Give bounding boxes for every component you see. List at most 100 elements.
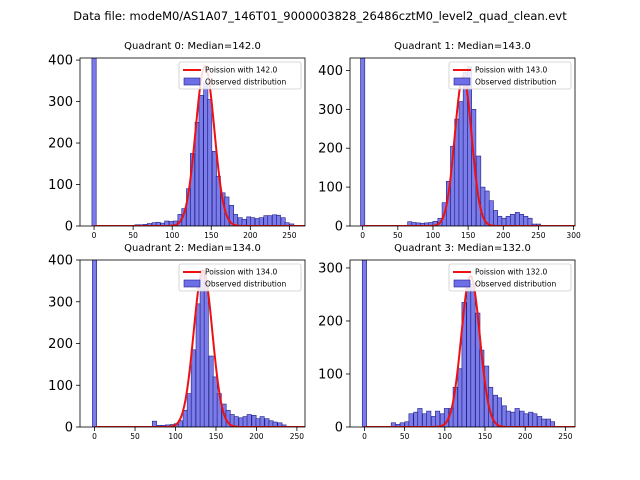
legend: Poission with 134.0 Observed distribution — [178, 263, 302, 292]
legend-bar-swatch — [453, 279, 471, 288]
histogram-bar — [91, 58, 97, 226]
histogram-bar — [505, 215, 511, 226]
histogram-bar — [361, 260, 367, 427]
quadrant-0-title: Quadrant 0: Median=142.0 — [124, 41, 261, 52]
poisson-curve — [362, 74, 575, 226]
plot-frame — [79, 57, 306, 227]
x-tick-label: 50 — [130, 432, 140, 441]
histogram-bar — [509, 214, 515, 226]
histogram-bar — [501, 217, 507, 226]
histogram-bar — [246, 414, 252, 427]
x-tick-label: 0 — [362, 432, 367, 441]
histogram-bar — [532, 413, 538, 427]
y-tick-label: 300 — [48, 295, 73, 310]
histogram-bar — [155, 221, 161, 226]
histogram-bar — [186, 393, 192, 427]
y-tick-label: 0 — [65, 421, 73, 436]
x-tick-label: 200 — [243, 231, 258, 240]
histogram-bar — [435, 410, 441, 427]
y-tick-label: 200 — [48, 337, 73, 352]
histogram-bar — [514, 408, 520, 427]
histogram-bar — [264, 418, 270, 427]
x-tick-label: 200 — [518, 432, 533, 441]
x-tick-label: 250 — [558, 432, 573, 441]
y-tick-label: 400 — [48, 54, 73, 69]
histogram-bar — [541, 418, 547, 427]
plot-frame — [349, 259, 576, 428]
histogram-bar — [267, 215, 273, 226]
legend: Poission with 143.0 Observed distribution — [448, 61, 572, 90]
y-tick-label: 100 — [318, 181, 343, 196]
histogram-bar — [212, 376, 218, 427]
histogram-bar — [258, 217, 264, 226]
histogram-bar — [549, 421, 556, 427]
legend-box — [178, 61, 302, 90]
x-tick-label: 150 — [204, 231, 219, 240]
histogram-bar — [199, 270, 205, 427]
quadrant-1-panel: Quadrant 1: Median=143.0 0 100 200 300 400 0 50… — [318, 41, 581, 240]
x-tick-label: 50 — [393, 231, 403, 240]
legend: Poission with 132.0 Observed distribution — [448, 263, 572, 292]
histogram-bar — [488, 200, 494, 226]
histogram-bar — [275, 214, 281, 226]
histogram-bar — [458, 101, 464, 226]
x-tick-label: 100 — [168, 432, 183, 441]
histogram-bar — [360, 58, 366, 226]
y-tick-label: 0 — [335, 421, 343, 436]
histogram-bar — [281, 424, 287, 427]
histogram-bar — [198, 95, 204, 226]
x-tick-label: 250 — [282, 231, 297, 240]
legend-bar-swatch — [453, 77, 471, 86]
y-tick-label: 0 — [65, 220, 73, 235]
histogram-bar — [203, 280, 209, 427]
legend: Poission with 142.0 Observed distribution — [178, 61, 302, 90]
legend-bar-swatch — [183, 279, 201, 288]
legend-box — [178, 263, 302, 292]
x-tick-label: 150 — [478, 432, 493, 441]
x-tick-label: 200 — [249, 432, 264, 441]
x-tick-label: 0 — [92, 432, 97, 441]
histogram-bar — [195, 303, 201, 427]
legend-box — [448, 61, 572, 90]
histogram-bar — [399, 422, 405, 427]
quadrant-0-panel: Quadrant 0: Median=142.0 0 100 200 300 400 0 50… — [48, 41, 306, 240]
histogram-bar — [408, 413, 414, 427]
y-tick-label: 100 — [318, 367, 343, 382]
x-tick-label: 150 — [461, 231, 476, 240]
y-tick-label: 100 — [48, 178, 73, 193]
histogram-bar — [242, 416, 248, 427]
histogram-bar — [523, 215, 529, 226]
quadrant-1-title: Quadrant 1: Median=143.0 — [394, 41, 531, 52]
histogram-bar — [250, 217, 256, 226]
histogram-bar — [417, 408, 423, 427]
x-tick-label: 0 — [92, 231, 97, 240]
legend-label-observed: Observed distribution — [475, 280, 556, 289]
x-tick-label: 50 — [400, 432, 410, 441]
histogram-bar — [255, 418, 261, 427]
histogram-bar — [527, 217, 533, 226]
x-tick-label: 100 — [426, 231, 441, 240]
y-tick-label: 200 — [48, 137, 73, 152]
x-tick-label: 50 — [128, 231, 138, 240]
x-tick-label: 150 — [209, 432, 224, 441]
histogram-bar — [519, 214, 525, 226]
histogram-bar — [470, 283, 476, 427]
y-tick-label: 400 — [48, 254, 73, 269]
histogram-bar — [251, 415, 257, 427]
histogram-bar — [426, 410, 432, 427]
histogram-bar — [259, 416, 265, 427]
legend-label-poisson: Poission with 132.0 — [475, 268, 548, 277]
y-tick-label: 200 — [318, 314, 343, 329]
histogram-bar — [496, 397, 502, 427]
y-tick-label: 0 — [335, 220, 343, 235]
x-tick-label: 250 — [531, 231, 546, 240]
poisson-curve — [94, 65, 305, 226]
legend-label-poisson: Poission with 142.0 — [205, 66, 278, 75]
histogram-bar — [164, 220, 170, 226]
y-tick-label: 300 — [318, 261, 343, 276]
histogram-bar — [467, 66, 472, 226]
plot-frame — [349, 57, 576, 227]
x-tick-label: 250 — [290, 432, 305, 441]
figure-title: Data file: modeM0/AS1A07_146T01_90000038… — [73, 9, 567, 23]
